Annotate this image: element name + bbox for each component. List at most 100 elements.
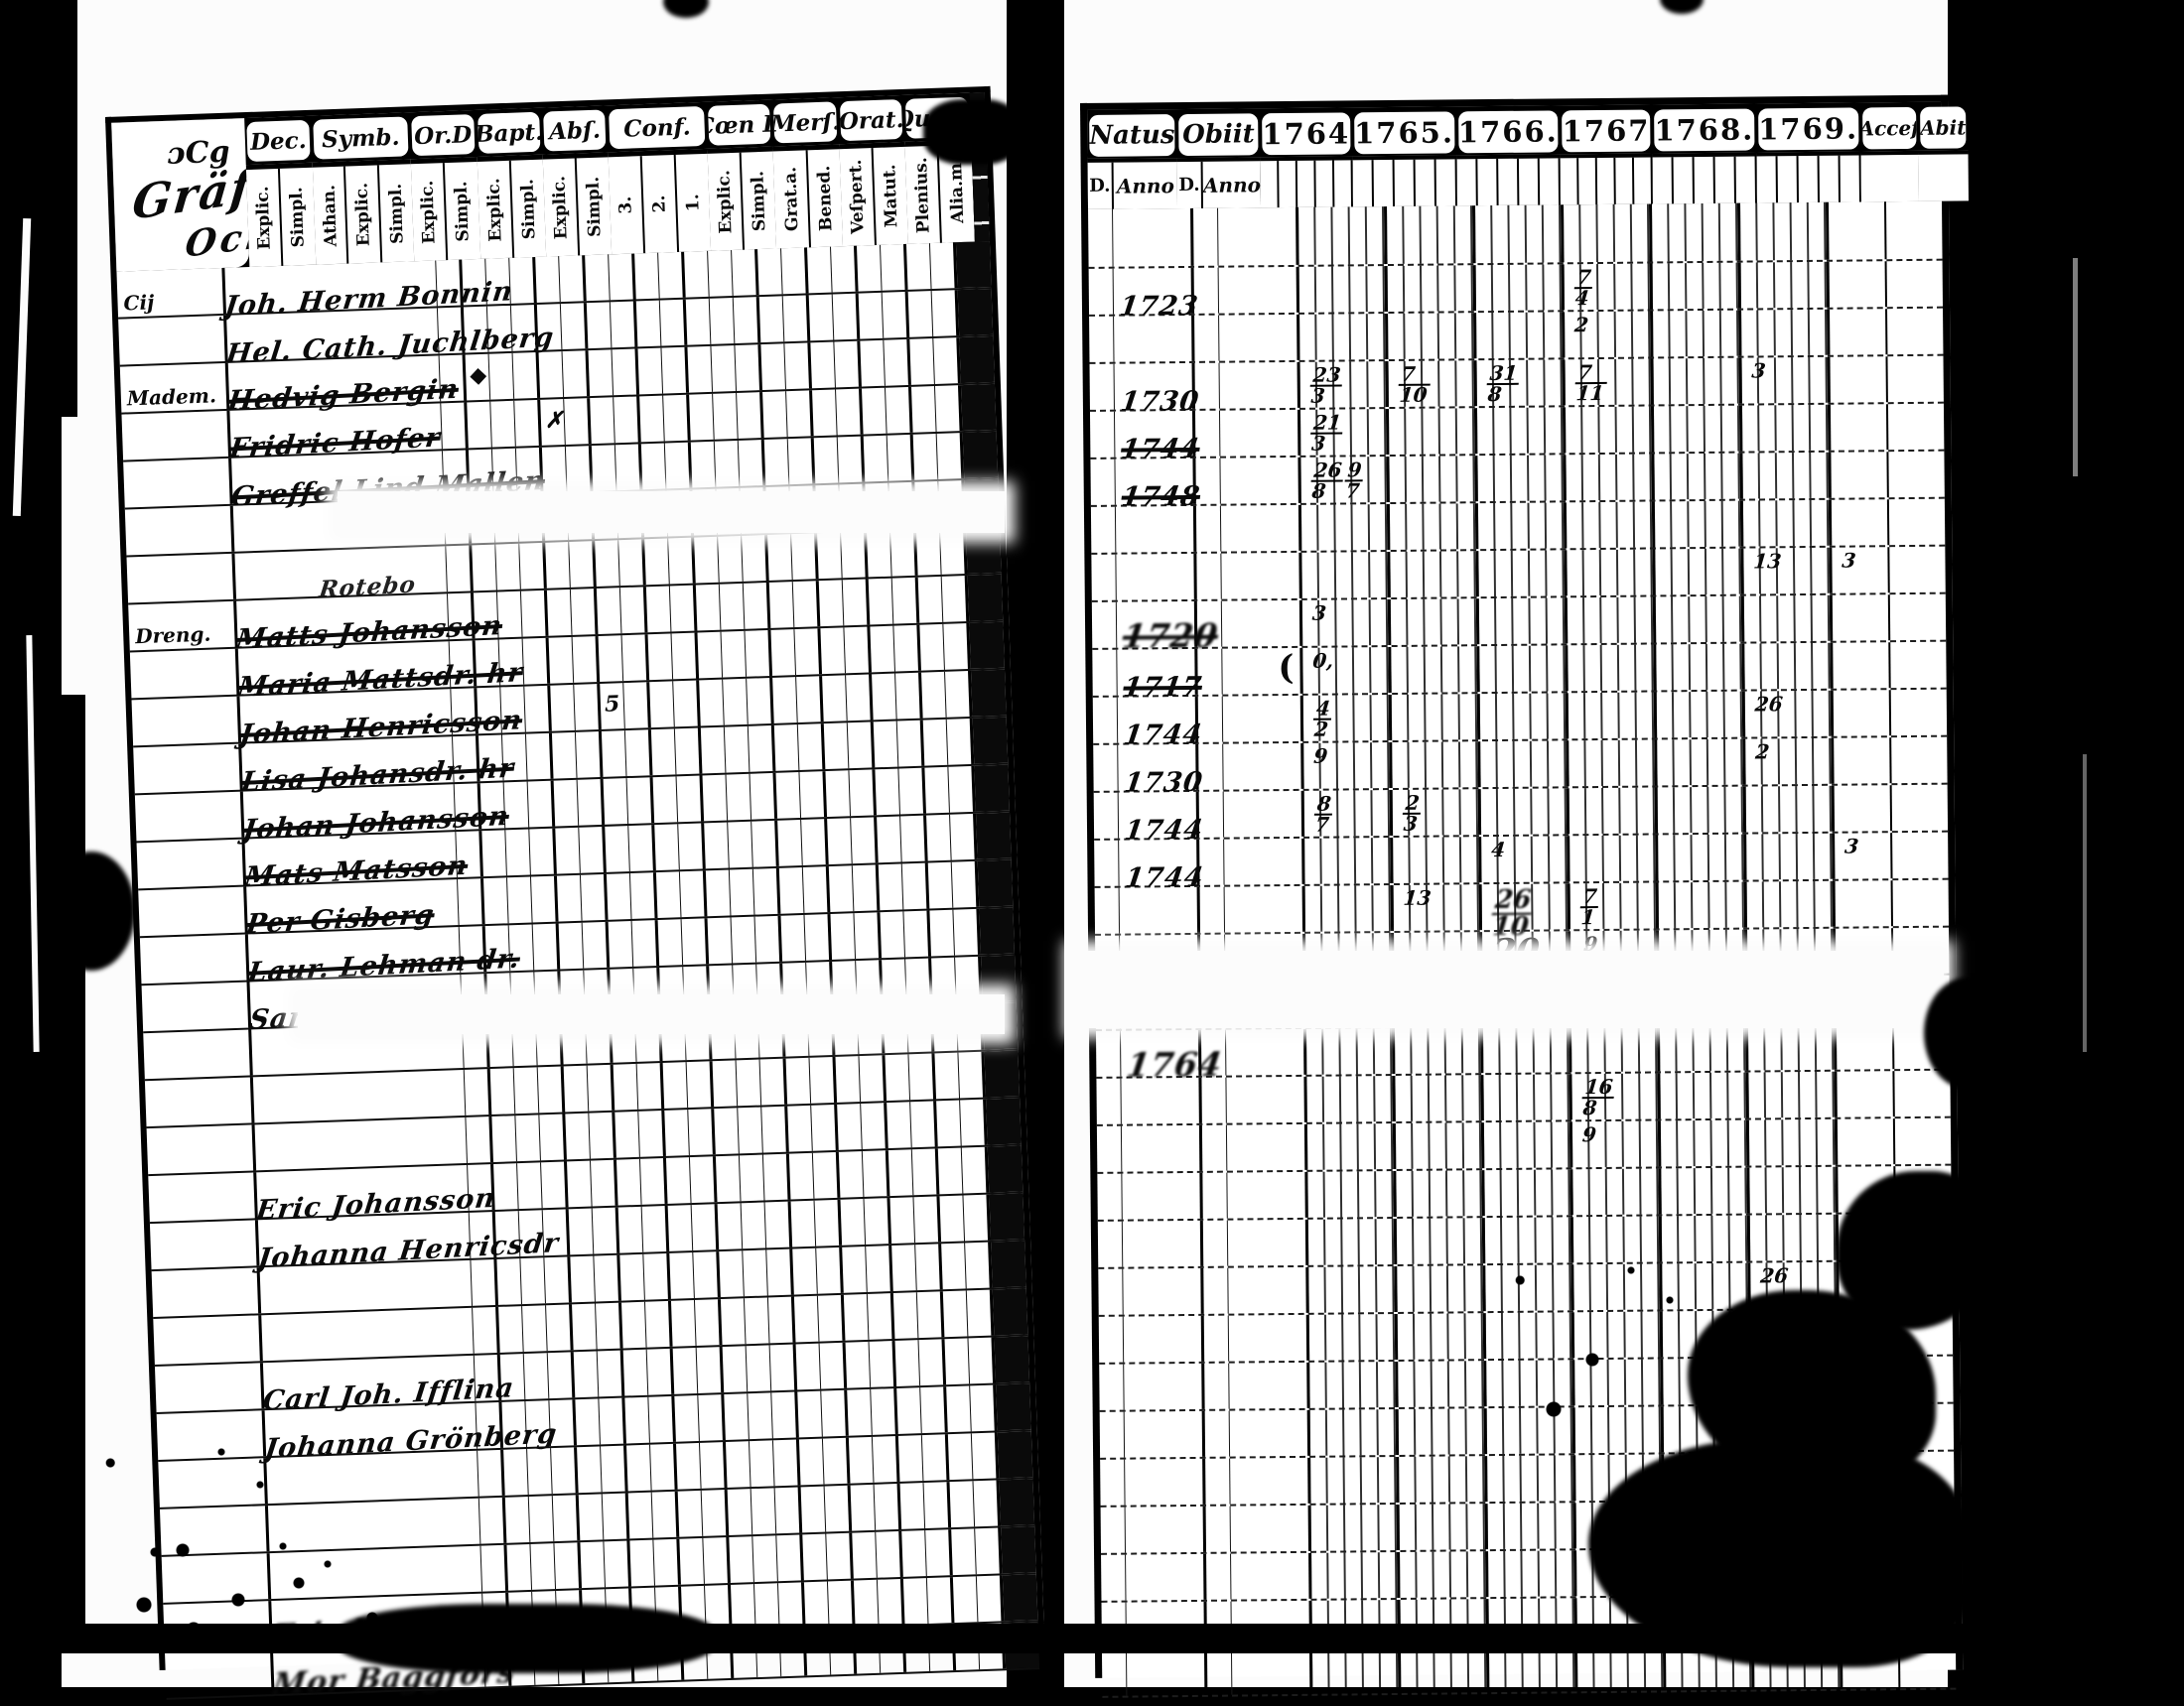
margin-annotation [154,1363,265,1412]
year-cell [1576,1644,1667,1692]
column-group-subheaders: Grat.a. Bened. [772,144,843,249]
acces-cell [1837,1118,1896,1165]
margin-annotation [134,791,245,842]
mark-cell [690,441,717,488]
mark-cell [522,1305,548,1353]
year-cell [1309,1361,1399,1408]
year-cell [1567,596,1657,644]
obiit-anno-cell [1222,695,1304,742]
dark-edge-cell [962,431,999,479]
mark-cell [914,480,940,528]
mark-cell [631,920,660,967]
year-cell [1488,1550,1577,1598]
mark-cell [748,1392,773,1440]
natus-anno-cell [1125,1458,1206,1506]
mark-cell [906,1005,935,1053]
mark-cell [784,342,812,390]
handwritten-mark: 5 [604,691,620,718]
mark-cell [631,1587,657,1635]
mark-cell [638,1110,666,1157]
year-cell [1655,548,1744,595]
mark-cell [937,1147,964,1195]
year-cell [1487,1503,1577,1550]
year-cell [1660,1072,1749,1119]
register-row [1100,1451,1955,1508]
mark-cell [640,443,667,490]
subcolumn-label: Explic. [477,160,514,259]
mark-cell [699,1442,728,1489]
year-cell [1399,1456,1488,1503]
mark-cell [517,1162,543,1210]
natus-d-cell [1089,316,1115,362]
mark-cell [885,1054,911,1102]
natus-d-cell [1096,1125,1123,1172]
mark-cell [441,402,469,450]
mark-cell [926,814,952,861]
mark-cell [633,968,661,1014]
mark-cell [873,721,899,768]
mark-cell [691,1204,720,1251]
dark-edge-cell [992,1288,1028,1336]
mark-cell [530,875,559,923]
mark-cell [622,1349,649,1396]
mark-cell [793,1295,820,1343]
dark-edge-cell [986,1098,1022,1145]
natus-anno-cell [1113,207,1194,267]
dark-edge-cell [976,812,1012,859]
year-cell [1307,1218,1398,1265]
dark-edge-cell [977,859,1014,907]
year-cell [1391,646,1480,694]
column-group-6: Conf. 3. 2. 1. [607,102,712,255]
mark-cell [684,1013,713,1061]
natus-anno-cell [1121,1077,1202,1124]
mark-cell [567,1160,593,1208]
mark-cell [772,677,798,723]
dark-edge-cell [996,1383,1031,1431]
mark-cell [758,296,785,343]
year-cell [1664,1501,1753,1548]
mark-cell [749,1440,775,1488]
natus-label: Natus [1089,114,1175,157]
subcolumn-label: 2. [641,154,680,254]
handwritten-mark: ◆ [469,361,487,389]
date-mark: 16 8 [1581,1074,1616,1120]
register-row: 1764 [1095,1022,1951,1085]
mark-cell [839,483,867,531]
acces-cell [1842,1547,1900,1594]
natus-anno-cell [1124,1363,1205,1410]
mark-cell [653,1538,681,1586]
date-mark: 7 11 [1573,360,1609,405]
obiit-anno-cell [1226,1123,1308,1171]
mark-cell [827,1580,856,1628]
year-cell [1752,1500,1842,1547]
natus-anno-cell [1126,1648,1208,1696]
column-group-3: Or.D Explic. Simpl. [409,110,480,262]
year-cell: 21 3 [1299,409,1390,456]
year-cell [1569,787,1659,835]
dark-edge-cell [994,1336,1030,1383]
year-cell [1753,1547,1843,1595]
mark-cell [459,1593,484,1640]
mark-cell [802,866,831,913]
obiit-label: Obiit [1178,113,1259,157]
natus-anno-cell: 1720 [1116,600,1221,656]
subcolumn-label: Explic. [345,165,383,264]
year-cell [1748,1118,1839,1166]
mark-cell [520,1257,546,1305]
mark-cell [447,1259,474,1307]
natus-d-cell [1095,983,1121,1029]
mark-cell [594,1254,621,1302]
mark-cell [649,681,675,728]
year-cell: 26 [1750,1261,1840,1309]
obiit-anno-cell [1223,742,1304,790]
mark-cell [634,252,660,300]
mark-cell [735,344,763,391]
mark-cell: 5 [600,683,625,729]
mark-cell [951,1528,977,1576]
mark-cell [819,1342,848,1389]
register-row [1097,1165,1952,1222]
acces-cell [1830,404,1889,451]
year-cell [1566,501,1656,549]
